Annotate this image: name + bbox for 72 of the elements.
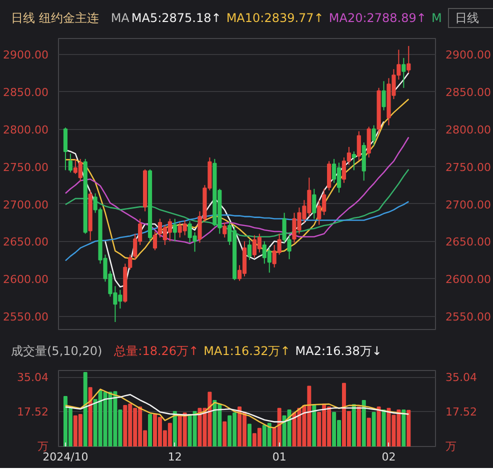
- bar: [83, 372, 88, 446]
- text: MA1:16.32万↑: [204, 344, 290, 358]
- text: 日线: [448, 8, 493, 28]
- text: MA10:2839.77↑: [226, 11, 324, 25]
- bar: [366, 418, 371, 446]
- y2-tick-label: 2900.00: [446, 48, 491, 62]
- text: M: [431, 11, 442, 25]
- candlestick: [382, 80, 386, 111]
- x-tick-label: 01: [272, 450, 286, 464]
- candlestick: [222, 222, 227, 238]
- y-tick-label: 2650.00: [3, 236, 49, 249]
- candlestick: [152, 231, 158, 251]
- line-series: [64, 394, 410, 422]
- candlestick: [352, 150, 356, 171]
- bar: [402, 409, 406, 446]
- x-tick-label: 2024/10: [42, 450, 88, 464]
- bar: [312, 404, 316, 446]
- candlestick: [366, 126, 371, 158]
- line-series: [64, 388, 410, 428]
- text: MA5:2875.18↑: [131, 11, 222, 25]
- line-series: [64, 200, 410, 262]
- bar: [406, 410, 411, 446]
- bar: [362, 400, 366, 446]
- y2-tick-label: 35.04: [446, 370, 477, 384]
- y2-tick-label: 2850.00: [446, 86, 491, 100]
- text: MA20:2788.89↑: [328, 11, 426, 25]
- y2-tick-label: 2550.00: [446, 310, 491, 324]
- bar: [356, 406, 361, 446]
- y-tick-label: 2600.00: [3, 273, 49, 286]
- line-series: [64, 136, 410, 244]
- y-tick-label: 35.04: [17, 370, 49, 384]
- bar: [376, 406, 381, 446]
- bar: [148, 414, 152, 446]
- candlestick: [356, 130, 361, 161]
- candlestick: [402, 57, 406, 88]
- y-tick-label: 2700.00: [3, 198, 49, 212]
- y-tick-label: 2750.00: [3, 160, 49, 174]
- y2-tick-label: 2750.00: [446, 160, 491, 174]
- bar: [222, 421, 227, 446]
- bar: [382, 409, 386, 446]
- candlestick: [327, 160, 332, 191]
- y-tick-label: 2550.00: [3, 310, 49, 324]
- text: 总量:18.26万↑: [114, 344, 199, 358]
- y2-tick-label: 17.52: [446, 405, 477, 418]
- text: MA2:16.38万↓: [295, 344, 382, 358]
- y2-tick-label: 2650.00: [446, 236, 491, 249]
- bar: [352, 404, 356, 446]
- bar: [372, 412, 376, 446]
- candlestick: [172, 218, 177, 242]
- text: MA: [110, 11, 130, 25]
- y-tick-label: 2900.00: [3, 48, 49, 62]
- bar: [172, 411, 177, 446]
- y2-tick-label: 万: [446, 440, 456, 453]
- y2-tick-label: 2800.00: [446, 124, 491, 137]
- y-tick-label: 2850.00: [3, 86, 49, 100]
- y-tick-label: 2800.00: [3, 124, 49, 137]
- chart-title: 成交量(5,10,20): [11, 344, 102, 358]
- candlestick: [312, 188, 316, 220]
- candlestick: [68, 153, 72, 173]
- candlestick: [247, 239, 252, 260]
- y2-tick-label: 2700.00: [446, 198, 491, 212]
- candlestick: [63, 127, 68, 171]
- chart-title: 日线 纽约金主连: [11, 11, 99, 25]
- bar: [247, 424, 252, 446]
- x-tick-label: 02: [382, 450, 396, 464]
- y-tick-label: 万: [38, 440, 48, 453]
- bar: [88, 387, 92, 446]
- x-tick-label: 12: [168, 450, 182, 464]
- y-tick-label: 17.52: [17, 405, 49, 418]
- candlestick: [372, 124, 376, 146]
- y2-tick-label: 2600.00: [446, 273, 491, 286]
- candlestick: [406, 45, 411, 74]
